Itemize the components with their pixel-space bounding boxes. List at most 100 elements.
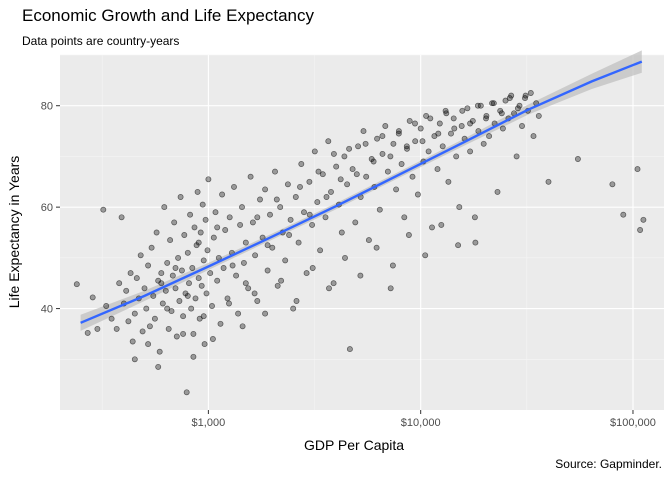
data-point xyxy=(249,219,256,226)
data-point xyxy=(191,224,198,231)
data-point xyxy=(187,211,194,218)
data-point xyxy=(480,140,487,147)
data-point xyxy=(451,125,458,132)
data-point xyxy=(393,186,400,193)
data-point xyxy=(290,305,297,312)
data-point xyxy=(499,125,506,132)
data-point xyxy=(155,363,162,370)
data-point xyxy=(220,265,227,271)
data-point xyxy=(184,249,191,256)
data-point xyxy=(141,285,148,292)
data-point xyxy=(264,242,271,249)
data-point xyxy=(489,100,496,107)
data-point xyxy=(634,166,641,173)
y-axis-ticks: 40 60 80 xyxy=(41,101,60,316)
data-point xyxy=(363,173,370,180)
data-point xyxy=(609,181,616,188)
data-point xyxy=(419,138,426,145)
data-point xyxy=(159,300,166,307)
data-point xyxy=(226,214,233,221)
data-point xyxy=(84,329,91,336)
data-point xyxy=(379,150,386,157)
data-point xyxy=(306,211,313,218)
data-point xyxy=(398,161,405,167)
data-point xyxy=(252,252,259,259)
data-point xyxy=(127,270,134,277)
data-point xyxy=(239,323,246,330)
data-point xyxy=(353,171,360,178)
data-point xyxy=(267,211,273,218)
data-point xyxy=(341,153,348,160)
data-point xyxy=(224,295,231,302)
data-point xyxy=(637,227,644,233)
data-point xyxy=(374,135,381,142)
data-point xyxy=(445,178,452,185)
data-point xyxy=(427,115,434,122)
data-point xyxy=(205,176,212,183)
data-point xyxy=(212,209,219,216)
data-point xyxy=(514,105,521,112)
data-point xyxy=(467,148,474,155)
data-point xyxy=(123,287,130,294)
data-point xyxy=(156,348,163,355)
x-tick-label: $100,000 xyxy=(610,417,656,429)
data-point xyxy=(254,214,261,221)
data-point xyxy=(346,145,353,152)
y-axis-title: Life Expectancy in Years xyxy=(6,156,22,309)
data-point xyxy=(519,123,525,129)
data-point xyxy=(357,272,364,279)
data-point xyxy=(387,285,394,292)
data-point xyxy=(173,333,180,340)
data-point xyxy=(233,272,240,279)
data-point xyxy=(192,295,199,302)
data-point xyxy=(143,305,150,312)
data-point xyxy=(231,183,237,190)
data-point xyxy=(200,313,207,320)
data-point xyxy=(439,143,446,150)
data-point xyxy=(422,252,429,259)
data-point xyxy=(373,244,380,251)
data-point xyxy=(409,173,416,180)
data-point xyxy=(162,287,169,294)
data-point xyxy=(108,315,115,322)
data-point xyxy=(319,171,326,178)
data-point xyxy=(309,221,316,228)
data-point xyxy=(171,219,178,226)
data-point xyxy=(640,216,647,223)
data-point xyxy=(311,148,318,155)
data-point xyxy=(167,237,174,244)
data-point xyxy=(322,214,329,221)
data-point xyxy=(483,115,489,122)
data-point xyxy=(387,153,394,160)
data-point xyxy=(175,254,182,261)
data-point xyxy=(412,138,419,145)
chart-caption: Source: Gapminder. xyxy=(555,457,662,471)
x-axis-title: GDP Per Capita xyxy=(304,437,404,453)
data-point xyxy=(530,133,537,140)
grid-major xyxy=(60,55,664,410)
data-point xyxy=(262,310,269,317)
data-point xyxy=(150,292,157,299)
data-point xyxy=(323,194,330,200)
data-point xyxy=(574,156,581,162)
data-point xyxy=(346,346,353,353)
y-tick-label: 40 xyxy=(41,304,53,316)
data-point xyxy=(314,199,321,206)
data-point xyxy=(158,270,165,277)
data-point xyxy=(317,247,324,254)
data-point xyxy=(181,232,188,238)
data-point xyxy=(269,244,276,251)
data-point xyxy=(209,303,215,309)
data-point xyxy=(242,280,249,287)
data-point xyxy=(405,232,412,238)
data-point xyxy=(370,158,377,165)
data-point xyxy=(282,257,289,264)
data-point xyxy=(303,270,310,277)
trend-line xyxy=(80,60,643,324)
data-point xyxy=(235,310,242,317)
data-point xyxy=(139,328,146,335)
data-point xyxy=(360,128,367,135)
data-point xyxy=(217,320,224,327)
x-tick-label: $10,000 xyxy=(401,417,441,429)
